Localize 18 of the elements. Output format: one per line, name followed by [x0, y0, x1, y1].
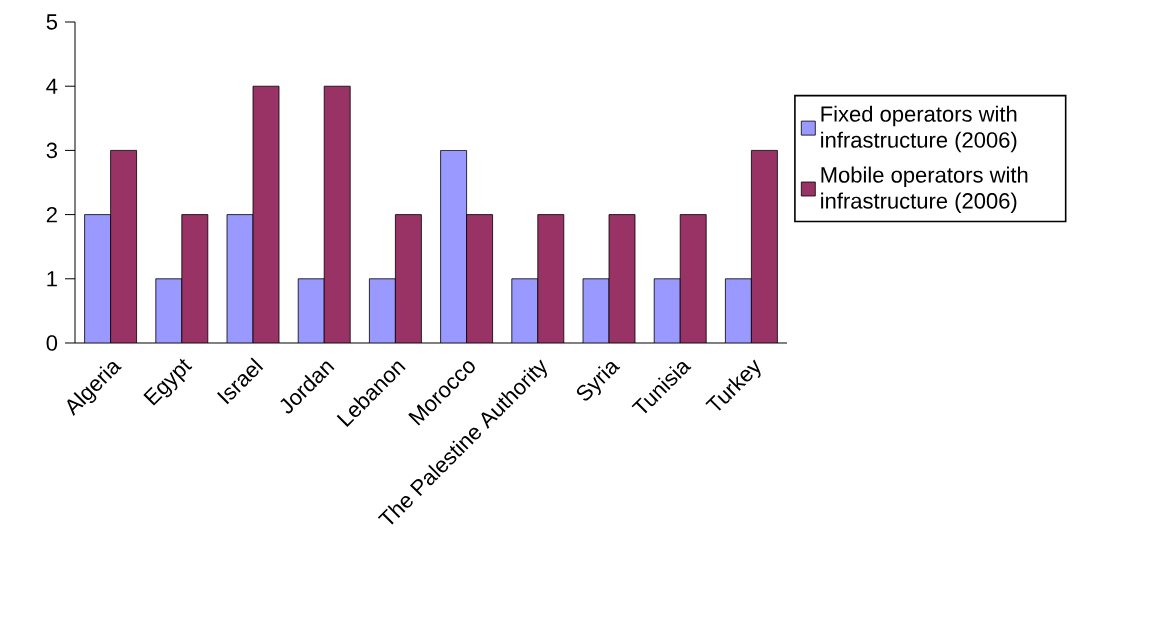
y-tick-label: 5 [46, 14, 58, 30]
bar [680, 214, 707, 343]
bar [466, 214, 493, 343]
bar [181, 214, 208, 343]
bar [537, 214, 564, 343]
bar [395, 214, 422, 343]
legend-label: Mobile operators with infrastructure (2006) [821, 166, 1028, 214]
y-tick-label: 4 [46, 78, 58, 94]
y-tick-label: 0 [46, 335, 58, 351]
bar [253, 86, 279, 343]
bar [609, 214, 635, 343]
y-tick-label: 2 [46, 206, 57, 223]
bar [751, 150, 778, 343]
bar [324, 86, 351, 343]
y-tick-label: 3 [46, 142, 58, 159]
bar [110, 150, 137, 343]
y-tick-label: 1 [47, 271, 57, 287]
legend-label: Fixed operators with infrastructure (2006) [821, 105, 1017, 153]
